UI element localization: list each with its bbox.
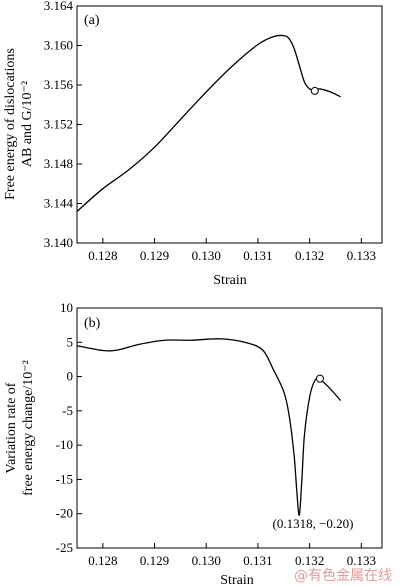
panel-b-y-tick-label-4: -5: [62, 403, 73, 418]
panel-b-x-tick-label-1: 0.129: [140, 553, 169, 568]
panel-b-frame: [76, 307, 383, 549]
panel-b-x-tick-label-4: 0.132: [295, 553, 324, 568]
panel-b-minimum-annotation: (0.1318, −0.20): [273, 516, 354, 531]
watermark: @有色金属在线: [294, 568, 392, 584]
panel-b-y-axis-title-line2: free energy change/10⁻²: [21, 360, 36, 496]
panel-b-open-marker: [315, 374, 324, 383]
panel-b-y-tick-label-3: -10: [56, 437, 73, 452]
panel-b-x-tick-label-3: 0.131: [243, 553, 272, 568]
panel-a-x-tick-label-1: 0.129: [140, 248, 169, 263]
panel-a-y-tick-label-2: 3.148: [44, 156, 73, 171]
panel-b-series-line: [76, 338, 342, 516]
panel-a-y-tick-label-4: 3.156: [44, 77, 74, 92]
panel-b: (b) Strain Variation rate of free energy…: [4, 300, 383, 587]
panel-a-x-tick-label-5: 0.133: [347, 248, 376, 263]
panel-b-x-tick-label-2: 0.130: [192, 553, 221, 568]
panel-a-label: (a): [84, 13, 100, 28]
panel-b-x-tick-label-0: 0.128: [88, 553, 117, 568]
panel-b-y-tick-label-6: 5: [67, 334, 74, 349]
panel-b-y-tick-label-2: -15: [56, 471, 73, 486]
panel-a-y-tick-label-5: 3.160: [44, 38, 73, 53]
panel-a-y-tick-label-1: 3.144: [44, 196, 74, 211]
panel-a-x-tick-label-4: 0.132: [295, 248, 324, 263]
panel-a-y-axis-title-line2: AB and G/10⁻²: [20, 81, 35, 167]
panel-b-y-tick-label-0: -25: [56, 540, 73, 555]
panel-a-frame: [76, 5, 383, 244]
panel-a-y-tick-label-3: 3.152: [44, 117, 73, 132]
panel-b-label: (b): [84, 316, 101, 331]
panel-b-y-axis-title-line1: Variation rate of: [4, 382, 19, 473]
panel-b-x-axis-title: Strain: [220, 573, 253, 587]
panel-b-x-tick-label-5: 0.133: [347, 553, 376, 568]
panel-a-y-tick-label-6: 3.164: [44, 0, 74, 13]
panel-a-y-axis-title-line1: Free energy of dislocations: [3, 48, 18, 200]
panel-b-y-tick-label-5: 0: [67, 369, 74, 384]
panel-a-x-tick-label-2: 0.130: [192, 248, 221, 263]
panel-b-y-tick-label-1: -20: [56, 506, 73, 521]
panel-a-y-tick-label-0: 3.140: [44, 235, 73, 250]
panel-b-y-tick-label-7: 10: [60, 300, 73, 315]
panel-a-ticks: 0.128 0.129 0.130 0.131 0.132 0.133 3.140 3.144…: [44, 0, 376, 263]
panel-a-series-line: [76, 34, 341, 212]
panel-a-open-marker: [310, 86, 319, 95]
panel-a-x-tick-label-3: 0.131: [243, 248, 272, 263]
panel-a: (a) Strain Free energy of dislocations A…: [3, 0, 383, 288]
panel-a-x-axis-title: Strain: [213, 273, 246, 288]
panel-b-ticks: 0.128 0.129 0.130 0.131 0.132 0.133 -25 -20 -15 -…: [56, 300, 376, 568]
panel-a-x-tick-label-0: 0.128: [88, 248, 117, 263]
